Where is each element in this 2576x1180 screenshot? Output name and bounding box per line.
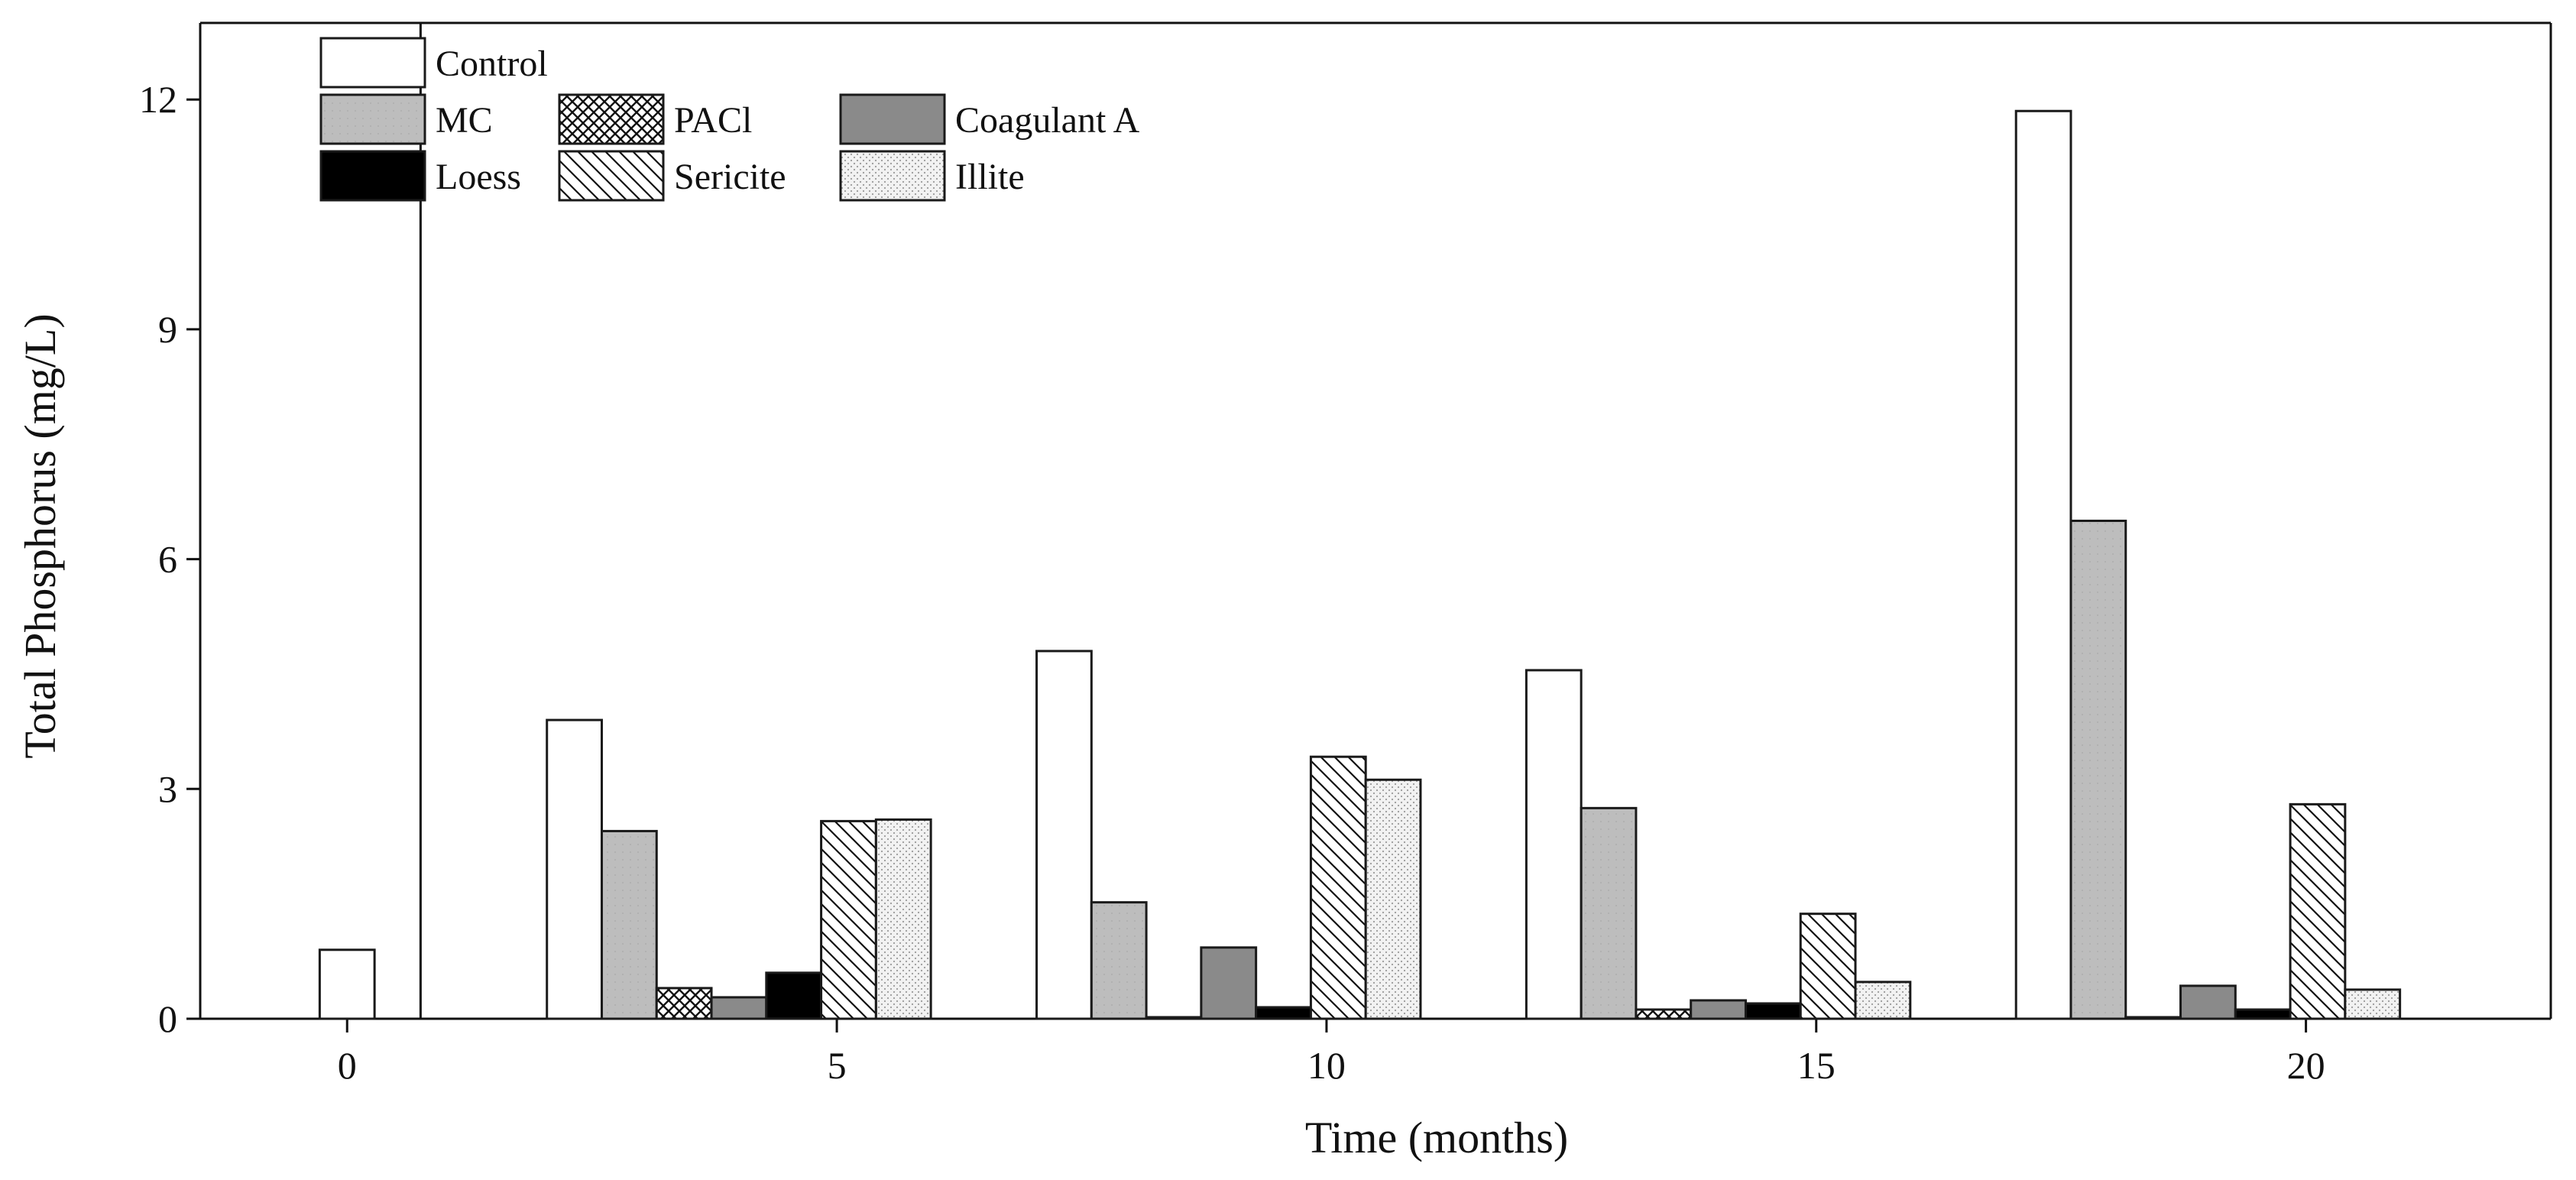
bar-mc-group-1 <box>600 829 658 1020</box>
legend-label-sericite: Sericite <box>674 157 786 197</box>
legend-swatch-illite <box>839 150 946 202</box>
x-ticks: 0 5 10 15 20 <box>338 1019 2325 1087</box>
bar-pacl-group-3 <box>1635 1008 1693 1020</box>
y-tick-label: 12 <box>139 78 177 121</box>
legend-swatch-mc <box>319 93 426 145</box>
bar-loess-group-1 <box>765 971 823 1020</box>
legend: Control MC PACl Coagulant A Loess Sericite Ill… <box>319 37 1140 202</box>
bar-control-group-3 <box>1525 669 1583 1020</box>
bar-control-initial <box>318 948 376 1020</box>
bar-mc-group-2 <box>1090 901 1148 1020</box>
x-tick-label: 20 <box>2287 1044 2325 1087</box>
y-tick-label: 3 <box>158 767 177 810</box>
bar-loess-group-4 <box>2234 1008 2292 1020</box>
legend-swatch-pacl <box>558 93 665 145</box>
legend-swatch-control <box>319 37 426 89</box>
legend-swatch-loess <box>319 150 426 202</box>
bar-coagulant-a-group-4 <box>2179 984 2237 1020</box>
bar-sericite-group-4 <box>2289 802 2347 1020</box>
bars <box>318 109 2402 1020</box>
bar-pacl-group-2 <box>1145 1016 1203 1020</box>
legend-swatch-coagulant-a <box>839 93 946 145</box>
bar-loess-group-3 <box>1744 1002 1802 1020</box>
legend-swatch-sericite <box>558 150 665 202</box>
bar-illite-group-3 <box>1854 981 1912 1020</box>
bar-pacl-group-1 <box>655 987 713 1020</box>
bar-control-group-4 <box>2014 109 2072 1020</box>
legend-label-control: Control <box>436 44 548 84</box>
bar-mc-group-4 <box>2069 520 2127 1020</box>
x-tick-label: 10 <box>1307 1044 1346 1087</box>
x-tick-label: 15 <box>1797 1044 1836 1087</box>
bar-control-group-2 <box>1035 650 1093 1020</box>
x-tick-label: 0 <box>338 1044 357 1087</box>
y-tick-label: 6 <box>158 538 177 581</box>
bar-sericite-group-3 <box>1799 913 1857 1020</box>
y-tick-label: 0 <box>158 997 177 1040</box>
bar-loess-group-2 <box>1255 1006 1312 1020</box>
bar-sericite-group-1 <box>820 819 877 1020</box>
x-tick-label: 5 <box>828 1044 847 1087</box>
bar-control-group-1 <box>546 718 603 1020</box>
legend-label-pacl: PACl <box>674 100 752 141</box>
bar-mc-group-3 <box>1580 806 1638 1020</box>
y-ticks: 0 3 6 9 12 <box>139 78 200 1040</box>
legend-label-illite: Illite <box>955 157 1025 197</box>
bar-coagulant-a-group-3 <box>1690 999 1747 1020</box>
bar-illite-group-2 <box>1364 778 1422 1020</box>
legend-label-mc: MC <box>436 100 493 141</box>
bar-illite-group-1 <box>874 818 932 1020</box>
legend-label-coagulant-a: Coagulant A <box>955 100 1140 141</box>
x-axis-title: Time (months) <box>1305 1113 1568 1162</box>
legend-label-loess: Loess <box>436 157 521 197</box>
y-tick-label: 9 <box>158 308 177 351</box>
bar-pacl-group-4 <box>2124 1016 2182 1020</box>
bar-coagulant-a-group-1 <box>710 996 768 1020</box>
y-axis-title: Total Phosphorus (mg/L) <box>15 313 65 758</box>
bar-illite-group-4 <box>2344 988 2402 1020</box>
bar-sericite-group-2 <box>1309 755 1367 1020</box>
bar-coagulant-a-group-2 <box>1200 946 1258 1020</box>
